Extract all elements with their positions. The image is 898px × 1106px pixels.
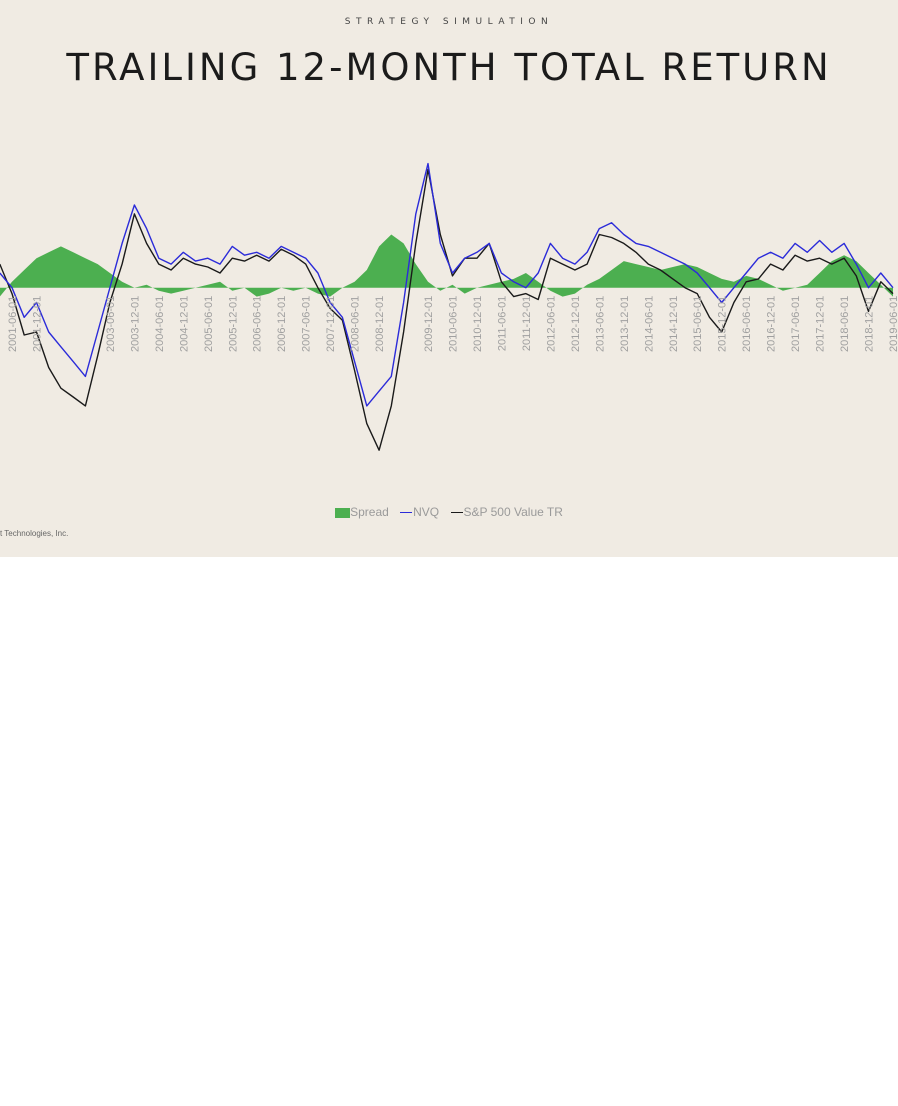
legend-item-spread: Spread [335, 505, 389, 519]
legend-swatch-nvq [400, 512, 413, 514]
x-tick-label: 2018-12-01 [864, 296, 876, 352]
legend-label-spread: Spread [350, 504, 389, 519]
legend-item-nvq: NVQ [400, 505, 439, 519]
x-tick-label: 2006-12-01 [276, 296, 288, 352]
legend-label-nvq: NVQ [413, 504, 440, 519]
spread-area-layer [0, 234, 893, 297]
x-tick-label: 2015-12-01 [717, 296, 729, 352]
x-tick-label: 2010-06-01 [448, 296, 460, 352]
x-tick-label: 2005-12-01 [227, 296, 239, 352]
x-tick-label: 2012-12-01 [570, 296, 582, 352]
x-tick-label: 2014-12-01 [668, 296, 680, 352]
x-tick-label: 2011-12-01 [521, 296, 533, 351]
slide-kicker: STRATEGY SIMULATION [344, 17, 554, 27]
footer-credit: t Technologies, Inc. [0, 529, 69, 538]
x-tick-label: 2013-12-01 [619, 296, 631, 352]
chart-legend: Spread NVQ S&P 500 Value TR [0, 504, 898, 519]
x-tick-label: 2007-12-01 [325, 296, 337, 352]
series-line-nvq [0, 162, 894, 407]
x-tick-labels: 2001-06-01 2001-12-01 2003-06-01 2003-12-01… [7, 296, 898, 352]
x-tick-label: 2008-06-01 [350, 296, 362, 352]
x-tick-label: 2017-06-01 [790, 296, 802, 352]
slide-panel: STRATEGY SIMULATION TRAILING 12-MONTH TO… [0, 0, 898, 557]
x-tick-label: 2011-06-01 [496, 296, 508, 351]
x-tick-label: 2007-06-01 [301, 296, 313, 352]
legend-label-sp500: S&P 500 Value TR [463, 504, 563, 519]
x-tick-label: 2010-12-01 [472, 296, 484, 352]
x-tick-label: 2008-12-01 [374, 296, 386, 352]
chart-title: TRAILING 12-MONTH TOTAL RETURN [66, 46, 832, 89]
x-tick-label: 2019-06-01 [888, 296, 898, 352]
x-tick-label: 2015-06-01 [692, 296, 704, 352]
x-tick-label: 2003-06-01 [105, 296, 117, 352]
x-tick-label: 2009-12-01 [423, 296, 435, 352]
x-tick-label: 2016-12-01 [766, 296, 778, 352]
x-tick-label: 2013-06-01 [594, 296, 606, 352]
x-tick-label: 2014-06-01 [643, 296, 655, 352]
chart-svg: 2001-06-01 2001-12-01 2003-06-01 2003-12-01… [0, 162, 898, 451]
legend-item-sp500: S&P 500 Value TR [450, 504, 563, 519]
x-tick-label: 2001-06-01 [7, 296, 19, 352]
x-tick-label: 2004-06-01 [154, 296, 166, 352]
series-line-s-p-500-value-tr [0, 168, 894, 451]
x-tick-label: 2004-12-01 [178, 296, 190, 352]
x-tick-label: 2018-06-01 [839, 296, 851, 352]
series-area-spread [0, 234, 893, 297]
x-tick-label: 2016-06-01 [741, 296, 753, 352]
x-tick-label: 2017-12-01 [815, 296, 827, 352]
x-tick-label: 2003-12-01 [129, 296, 141, 352]
legend-swatch-spread [335, 507, 351, 518]
x-tick-label: 2006-06-01 [252, 296, 264, 352]
x-tick-label: 2005-06-01 [203, 296, 215, 352]
legend-swatch-sp500 [450, 512, 463, 514]
series-lines-layer [0, 162, 894, 451]
x-tick-label: 2001-12-01 [32, 296, 44, 352]
x-tick-label: 2012-06-01 [545, 296, 557, 352]
